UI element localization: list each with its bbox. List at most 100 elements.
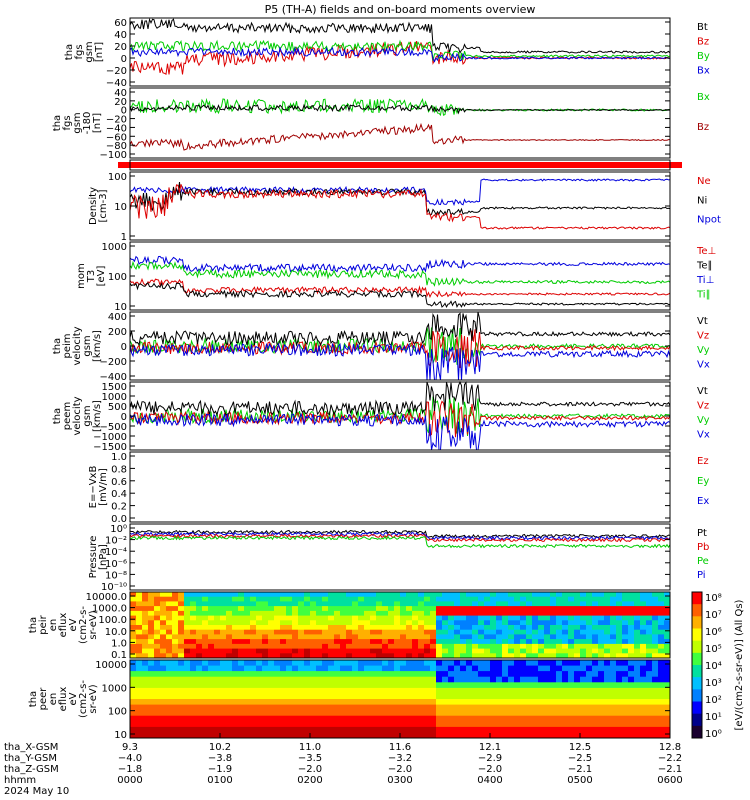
spectrogram-cell	[460, 676, 467, 683]
spectrogram-cell	[286, 615, 293, 621]
spectrogram-cell	[430, 687, 437, 694]
spectrogram-cell	[244, 639, 251, 645]
spectrogram-cell	[580, 721, 587, 728]
spectrogram-cell	[574, 710, 581, 717]
spectrogram-cell	[424, 665, 431, 672]
spectrogram-cell	[172, 710, 179, 717]
spectrogram-cell	[160, 592, 167, 598]
spectrogram-cell	[226, 643, 233, 650]
spectrogram-cell	[640, 704, 647, 711]
spectrogram-cell	[154, 710, 161, 717]
spectrogram-cell	[514, 665, 521, 672]
spectrogram-cell	[340, 620, 347, 626]
spectrogram-cell	[424, 620, 431, 626]
spectrogram-cell	[574, 671, 581, 678]
spectrogram-cell	[382, 665, 389, 672]
spectrogram-cell	[640, 676, 647, 683]
spectrogram-cell	[472, 610, 479, 617]
spectrogram-cell	[274, 687, 281, 694]
spectrogram-cell	[604, 676, 611, 683]
spectrogram-cell	[256, 615, 263, 621]
spectrogram-cell	[592, 610, 599, 617]
spectrogram-cell	[508, 606, 515, 612]
spectrogram-cell	[514, 715, 521, 722]
spectrogram-cell	[214, 634, 221, 640]
spectrogram-cell	[496, 601, 503, 607]
spectrogram-cell	[262, 639, 269, 645]
spectrogram-cell	[262, 592, 269, 598]
spectrogram-cell	[634, 601, 641, 607]
spectrogram-cell	[310, 693, 317, 700]
spectrogram-cell	[502, 721, 509, 728]
spectrogram-cell	[478, 660, 485, 667]
spectrogram-cell	[532, 704, 539, 711]
spectrogram-cell	[616, 620, 623, 626]
spectrogram-cell	[412, 643, 419, 650]
spectrogram-cell	[508, 596, 515, 602]
spectrogram-cell	[580, 606, 587, 612]
spectrogram-cell	[274, 620, 281, 626]
spectrogram-cell	[340, 592, 347, 598]
spectrogram-cell	[214, 710, 221, 717]
spectrogram-cell	[520, 721, 527, 728]
spectrogram-cell	[508, 676, 515, 683]
spectrogram-cell	[382, 721, 389, 728]
spectrogram-cell	[292, 653, 299, 659]
spectrogram-cell	[574, 634, 581, 640]
spectrogram-cell	[658, 601, 665, 607]
spectrogram-cell	[634, 596, 641, 602]
spectrogram-cell	[352, 660, 359, 667]
spectrogram-cell	[556, 596, 563, 602]
spectrogram-cell	[346, 671, 353, 678]
spectrogram-cell	[466, 693, 473, 700]
spectrogram-cell	[442, 629, 449, 635]
spectrogram-cell	[580, 710, 587, 717]
spectrogram-cell	[442, 699, 449, 706]
spectrogram-cell	[148, 721, 155, 728]
spectrogram-cell	[238, 687, 245, 694]
spectrogram-cell	[244, 710, 251, 717]
spectrogram-cell	[382, 682, 389, 689]
spectrogram-cell	[550, 687, 557, 694]
spectrogram-cell	[352, 596, 359, 602]
spectrogram-cell	[622, 704, 629, 711]
legend-label: Ex	[697, 496, 709, 507]
spectrogram-cell	[352, 592, 359, 598]
spectrogram-cell	[550, 620, 557, 626]
spectrogram-cell	[394, 643, 401, 650]
spectrogram-cell	[634, 634, 641, 640]
colorbar-tick: 10¹	[705, 712, 722, 723]
spectrogram-cell	[142, 601, 149, 607]
spectrogram-cell	[406, 710, 413, 717]
spectrogram-cell	[364, 629, 371, 635]
spectrogram-cell	[496, 715, 503, 722]
spectrogram-cell	[322, 726, 329, 733]
spectrogram-cell	[484, 732, 491, 739]
spectrogram-cell	[208, 715, 215, 722]
spectrogram-cell	[268, 620, 275, 626]
spectrogram-cell	[514, 620, 521, 626]
spectrogram-cell	[442, 610, 449, 617]
spectrogram-cell	[310, 682, 317, 689]
spectrogram-cell	[490, 710, 497, 717]
spectrogram-cell	[568, 653, 575, 659]
spectrogram-cell	[220, 676, 227, 683]
spectrogram-cell	[544, 726, 551, 733]
spectrogram-cell	[388, 592, 395, 598]
spectrogram-cell	[346, 629, 353, 635]
spectrogram-cell	[622, 620, 629, 626]
spectrogram-cell	[292, 620, 299, 626]
spectrogram-cell	[658, 704, 665, 711]
spectrogram-cell	[196, 615, 203, 621]
spectrogram-cell	[598, 648, 605, 654]
spectrogram-cell	[658, 634, 665, 640]
spectrogram-cell	[298, 620, 305, 626]
spectrogram-cell	[592, 726, 599, 733]
spectrogram-cell	[346, 625, 353, 631]
spectrogram-cell	[148, 615, 155, 621]
spectrogram-cell	[454, 693, 461, 700]
spectrogram-cell	[502, 676, 509, 683]
spectrogram-cell	[412, 660, 419, 667]
spectrogram-cell	[652, 606, 659, 612]
spectrogram-cell	[460, 615, 467, 621]
